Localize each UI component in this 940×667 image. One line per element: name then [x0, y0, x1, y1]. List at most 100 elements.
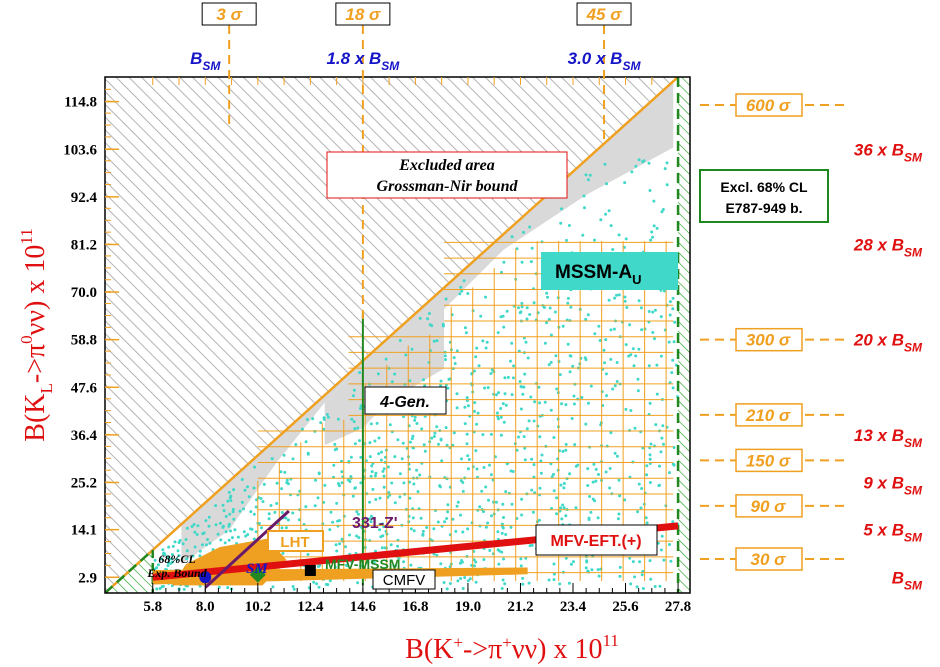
mssm-point	[653, 585, 657, 588]
right-bsm-label: 9 x BSM	[863, 473, 923, 497]
mssm-point	[221, 525, 225, 529]
mssm-point	[221, 503, 225, 507]
mssm-point	[549, 333, 553, 337]
mssm-point	[515, 247, 519, 251]
mssm-point	[655, 226, 659, 230]
mssm-point	[468, 577, 472, 581]
mssm-point	[465, 396, 469, 400]
mssm-point	[461, 530, 465, 534]
mssm-point	[521, 576, 525, 580]
mssm-point	[559, 221, 563, 225]
mssm-point	[253, 465, 257, 469]
mssm-point	[567, 581, 571, 585]
mssm-point	[568, 472, 572, 476]
mssm-point	[473, 409, 476, 413]
mssm-point	[497, 391, 500, 395]
mssm-point	[359, 455, 363, 459]
mssm-point	[538, 435, 542, 439]
mssm-point	[328, 528, 332, 532]
mssm-point	[637, 158, 641, 162]
mssm-point	[291, 585, 295, 588]
mssm-point	[370, 559, 374, 563]
excluded-line2: Grossman-Nir bound	[377, 178, 519, 195]
mssm-point	[587, 518, 591, 521]
mssm-point	[216, 532, 220, 536]
mssm-point	[486, 521, 490, 525]
mssm-point	[673, 320, 677, 324]
mssm-point	[409, 563, 413, 567]
x-tick-label: 8.0	[196, 599, 215, 615]
mssm-point	[532, 419, 536, 423]
mssm-point	[393, 501, 397, 505]
mssm-point	[662, 558, 666, 562]
x-ticks: 5.8 8.0 10.2 12.4 14.6 16.8 19.0 21.2 23.4 25.6 27…	[143, 583, 691, 615]
mssm-point	[564, 556, 568, 560]
mssm-point	[668, 543, 671, 546]
mssm-point	[383, 546, 387, 550]
mssm-point	[451, 517, 455, 521]
mssm-point	[173, 540, 177, 544]
mssm-point	[246, 485, 249, 489]
mssm-point	[530, 246, 534, 250]
x-tick-label: 23.4	[560, 599, 587, 615]
mssm-point	[609, 328, 613, 332]
mssm-point	[613, 384, 617, 388]
mssm-point	[415, 468, 419, 472]
mssm-point	[611, 248, 615, 251]
mssm-point	[390, 481, 394, 485]
mssm-point	[649, 577, 653, 581]
mssm-point	[598, 339, 602, 342]
mssm-point	[403, 382, 407, 386]
mssm-point	[518, 311, 522, 315]
right-sigma-box	[735, 93, 803, 117]
mssm-point	[525, 317, 529, 321]
mssm-point	[623, 181, 627, 185]
mssm-point	[393, 372, 397, 376]
mssm-point	[662, 442, 665, 446]
mssm-point	[267, 512, 271, 516]
mssm-point	[648, 481, 652, 484]
right-sigma-box	[735, 448, 803, 473]
mssm-point	[280, 487, 284, 491]
mssm-point	[658, 584, 662, 588]
mssm-point	[315, 582, 319, 586]
mssm-label: MSSM-AU	[541, 252, 678, 290]
mssm-point	[501, 402, 505, 406]
mssm-point	[462, 279, 466, 283]
mssm-point	[503, 582, 507, 586]
mssm-point	[558, 582, 562, 586]
mssm-point	[227, 538, 231, 542]
right-sigma-text: 600 σ	[746, 96, 791, 115]
mssm-point	[338, 519, 342, 522]
mssm-point	[319, 421, 323, 425]
mssm-point	[228, 512, 232, 516]
top-sigma-text: 3 σ	[216, 5, 242, 24]
mssm-point	[484, 295, 487, 299]
mssm-point	[504, 533, 508, 536]
mssm-point	[254, 530, 258, 534]
mssm-point	[368, 455, 372, 459]
mssm-point	[374, 498, 378, 501]
mssm-point	[500, 550, 504, 554]
mssm-point	[532, 463, 536, 467]
mssm-point	[474, 560, 478, 564]
mssm-point	[243, 488, 247, 492]
mssm-point	[340, 470, 344, 474]
mssm-point	[380, 546, 384, 550]
mssm-point	[246, 533, 250, 536]
right-sigma-text: 210 σ	[745, 406, 791, 425]
mssm-point	[433, 431, 437, 435]
mssm-point	[356, 426, 360, 430]
mssm-point	[388, 423, 392, 427]
mssm-point	[381, 522, 385, 526]
mssm-point	[232, 517, 236, 521]
mssm-point	[323, 483, 327, 487]
mssm-point	[669, 559, 673, 563]
mssm-point	[650, 230, 654, 234]
mssm-point	[540, 453, 544, 457]
mssm-point	[584, 358, 588, 362]
top-sigma-box	[201, 2, 257, 26]
mssm-point	[561, 503, 565, 507]
mssm-point	[378, 496, 382, 500]
mssm-point	[466, 292, 470, 295]
